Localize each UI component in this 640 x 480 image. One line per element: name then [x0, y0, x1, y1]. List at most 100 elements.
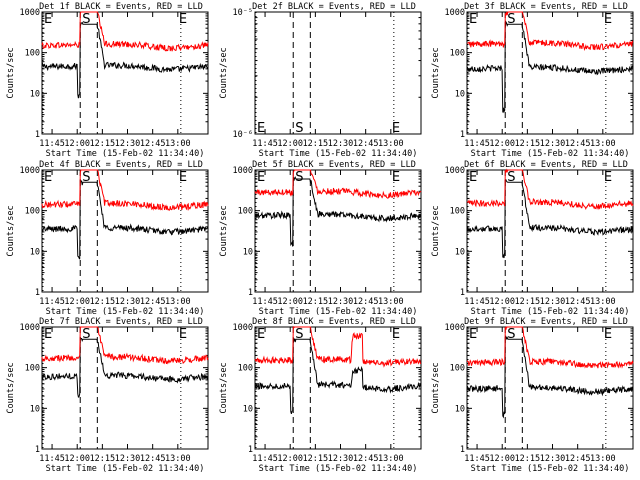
x-tick-label: 12:45	[353, 454, 379, 464]
panel-title: Det 8f BLACK = Events, RED = LLD	[252, 317, 416, 327]
plot-frame	[466, 169, 634, 293]
marker-label-end: E	[392, 170, 400, 185]
x-axis-label: Start Time (15-Feb-02 11:34:40)	[46, 464, 205, 474]
y-tick-label: 100	[25, 364, 40, 374]
x-tick-label: 13:00	[165, 139, 191, 149]
y-tick-label: 100	[25, 49, 40, 59]
y-tick-label: 1000	[20, 8, 40, 18]
y-tick-label: 1000	[445, 8, 465, 18]
panel-title: Det 7f BLACK = Events, RED = LLD	[39, 317, 203, 327]
panel-det-3: Det 3f BLACK = Events, RED = LLD Start Ti…	[431, 2, 634, 159]
x-tick-label: 12:30	[328, 454, 354, 464]
x-tick-label: 11:45	[39, 139, 65, 149]
marker-label-start: S	[295, 121, 303, 136]
panel-title: Det 6f BLACK = Events, RED = LLD	[464, 160, 628, 170]
events-series-line	[466, 20, 634, 114]
panel-title: Det 1f BLACK = Events, RED = LLD	[39, 2, 203, 12]
panel-title: Det 9f BLACK = Events, RED = LLD	[464, 317, 628, 327]
x-tick-label: 13:00	[590, 454, 616, 464]
marker-label-end: E	[257, 327, 265, 342]
events-series-line	[254, 337, 422, 415]
marker-label-end: E	[179, 327, 187, 342]
panel-title: Det 4f BLACK = Events, RED = LLD	[39, 160, 203, 170]
x-tick-label: 13:00	[590, 139, 616, 149]
x-tick-label: 12:30	[328, 297, 354, 307]
lld-series-line	[466, 11, 634, 52]
x-axis-label: Start Time (15-Feb-02 11:34:40)	[46, 149, 205, 159]
x-tick-label: 11:45	[39, 454, 65, 464]
y-axis-label: Counts/sec	[6, 362, 16, 413]
y-tick-label: 1	[248, 445, 253, 455]
x-tick-label: 12:00	[64, 139, 90, 149]
y-tick-label: 100	[238, 207, 253, 217]
x-tick-label: 12:00	[64, 297, 90, 307]
y-axis-label: Counts/sec	[219, 47, 229, 98]
x-tick-label: 11:45	[464, 139, 490, 149]
marker-label-end: E	[257, 121, 265, 136]
y-axis-label: Counts/sec	[431, 47, 441, 98]
y-tick-label: 1000	[445, 323, 465, 333]
x-tick-label: 12:15	[90, 297, 116, 307]
x-tick-label: 12:45	[565, 139, 591, 149]
events-series-line	[466, 335, 634, 419]
marker-label-end: E	[469, 12, 477, 27]
y-tick-label: 10⁻⁶	[233, 130, 253, 140]
x-tick-label: 12:15	[515, 139, 541, 149]
events-series-line	[466, 179, 634, 259]
x-tick-label: 13:00	[590, 297, 616, 307]
x-tick-label: 11:45	[464, 297, 490, 307]
x-axis-label: Start Time (15-Feb-02 11:34:40)	[259, 464, 418, 474]
y-tick-label: 1000	[445, 166, 465, 176]
marker-label-end: E	[392, 327, 400, 342]
panel-det-7: Det 7f BLACK = Events, RED = LLD Start Ti…	[6, 317, 209, 474]
marker-label-end: E	[392, 121, 400, 136]
panel-det-8: Det 8f BLACK = Events, RED = LLD Start Ti…	[219, 317, 422, 474]
x-tick-label: 12:15	[515, 454, 541, 464]
y-tick-label: 10⁻⁵	[233, 8, 253, 18]
y-tick-label: 10	[30, 247, 40, 257]
x-tick-label: 12:15	[303, 454, 329, 464]
marker-label-start: S	[82, 170, 90, 185]
x-tick-label: 12:30	[115, 454, 141, 464]
marker-label-end: E	[257, 170, 265, 185]
marker-label-end: E	[604, 170, 612, 185]
x-tick-label: 13:00	[378, 139, 404, 149]
x-axis-label: Start Time (15-Feb-02 11:34:40)	[46, 307, 205, 317]
x-tick-label: 12:15	[303, 297, 329, 307]
x-tick-label: 13:00	[165, 454, 191, 464]
plot-frame	[41, 11, 209, 135]
x-axis-label: Start Time (15-Feb-02 11:34:40)	[259, 149, 418, 159]
y-axis-label: Counts/sec	[219, 205, 229, 256]
x-tick-label: 12:15	[90, 139, 116, 149]
lld-series-line	[466, 168, 634, 211]
lld-series-line	[254, 169, 422, 199]
x-tick-label: 12:00	[64, 454, 90, 464]
x-tick-label: 12:00	[277, 454, 303, 464]
marker-label-start: S	[507, 170, 515, 185]
x-tick-label: 12:45	[565, 297, 591, 307]
x-tick-label: 13:00	[378, 454, 404, 464]
marker-label-start: S	[295, 327, 303, 342]
x-tick-label: 12:45	[353, 297, 379, 307]
y-tick-label: 1000	[233, 323, 253, 333]
y-tick-label: 1	[35, 445, 40, 455]
y-tick-label: 100	[450, 49, 465, 59]
x-tick-label: 12:30	[540, 454, 566, 464]
y-tick-label: 1	[460, 288, 465, 298]
plot-frame	[466, 326, 634, 450]
events-series-line	[41, 179, 208, 260]
marker-label-end: E	[179, 12, 187, 27]
lld-series-line	[466, 326, 634, 369]
x-axis-label: Start Time (15-Feb-02 11:34:40)	[471, 307, 630, 317]
marker-label-end: E	[469, 170, 477, 185]
events-series-line	[41, 337, 209, 398]
x-tick-label: 11:45	[252, 139, 278, 149]
x-tick-label: 13:00	[378, 297, 404, 307]
plot-frame	[254, 169, 422, 293]
lld-series-line	[41, 11, 209, 52]
y-tick-label: 10	[243, 247, 253, 257]
y-tick-label: 1000	[20, 166, 40, 176]
marker-label-start: S	[295, 170, 303, 185]
y-tick-label: 10	[30, 89, 40, 99]
marker-label-start: S	[82, 12, 90, 27]
